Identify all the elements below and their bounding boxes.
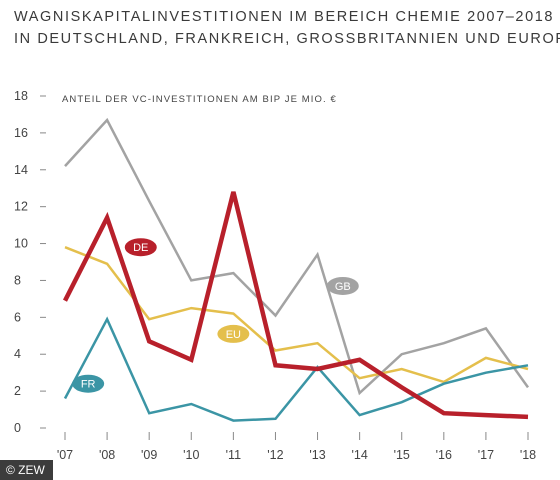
x-tick-label: '18: [520, 448, 536, 462]
x-tick-label: '17: [478, 448, 494, 462]
series-line-fr: [63, 316, 529, 422]
y-tick-label: 12: [14, 200, 28, 214]
series-label-bg-eu: [217, 324, 250, 343]
y-axis-label: ANTEIL DER VC-INVESTITIONEN AM BIP JE MI…: [62, 94, 337, 105]
x-tick-label: '14: [351, 448, 367, 462]
series-label-bg-gb: [326, 276, 359, 295]
x-tick-label: '15: [394, 448, 410, 462]
y-tick-label: 4: [14, 347, 21, 361]
x-tick-label: '10: [183, 448, 199, 462]
series-line-gb: [64, 117, 530, 396]
series-label-de: DE: [133, 242, 148, 254]
x-tick-label: '09: [141, 448, 157, 462]
x-tick-label: '12: [267, 448, 283, 462]
x-tick-label: '16: [436, 448, 452, 462]
series-line-eu: [64, 246, 529, 384]
series-label-bg-fr: [72, 374, 105, 393]
x-tick-label: '08: [99, 448, 115, 462]
series-label-fr: FR: [81, 379, 96, 391]
series-line-de: [62, 191, 529, 420]
series-label-eu: EU: [226, 329, 241, 341]
y-tick-label: 14: [14, 163, 28, 177]
series-label-bg-de: [124, 238, 157, 257]
y-tick-label: 18: [14, 89, 28, 103]
y-tick-label: 8: [14, 273, 21, 287]
y-tick-label: 16: [14, 126, 28, 140]
chart-title-line-2: IN DEUTSCHLAND, FRANKREICH, GROSSBRITANN…: [14, 31, 560, 47]
y-tick-label: 2: [14, 384, 21, 398]
y-tick-label: 10: [14, 237, 28, 251]
series-label-gb: GB: [335, 281, 351, 293]
x-tick-label: '13: [309, 448, 325, 462]
chart-title-line-1: WAGNISKAPITALINVESTITIONEN IM BEREICH CH…: [14, 9, 555, 25]
x-tick-label: '07: [57, 448, 73, 462]
credit-badge: © ZEW: [0, 460, 53, 480]
y-tick-label: 0: [14, 421, 21, 435]
y-tick-label: 6: [14, 310, 21, 324]
chart-title: WAGNISKAPITALINVESTITIONEN IM BEREICH CH…: [14, 6, 560, 50]
x-tick-label: '11: [226, 448, 241, 462]
